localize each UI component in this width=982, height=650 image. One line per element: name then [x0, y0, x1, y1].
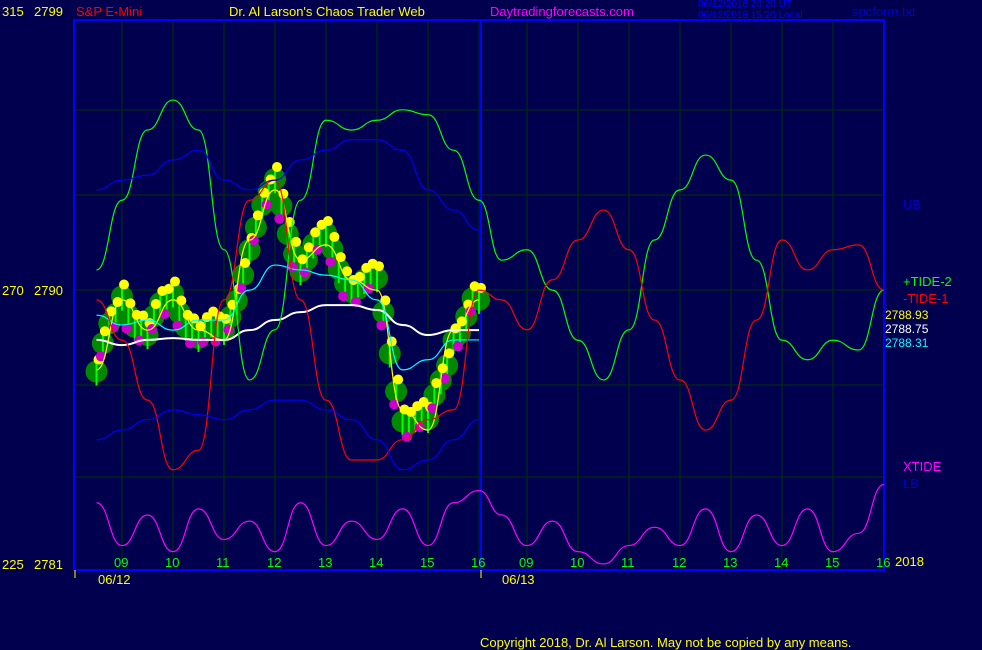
low-dot	[389, 399, 400, 410]
scale-bottom-label: 225	[2, 557, 24, 572]
scale-top-label: 315	[2, 4, 24, 19]
hour-tick-label: 10	[165, 555, 180, 570]
hour-tick-label: 13	[723, 555, 738, 570]
high-dot	[374, 261, 384, 272]
series-line-278831	[96, 264, 479, 371]
high-dot	[195, 320, 206, 331]
high-dot	[393, 374, 404, 385]
tide2-label: +TIDE-2	[903, 274, 952, 289]
low-dot	[236, 283, 247, 294]
high-dot	[125, 298, 136, 309]
high-dot	[310, 227, 321, 238]
series-line-ub	[96, 139, 480, 231]
hour-tick-label: 15	[825, 555, 840, 570]
series-line-tide1	[96, 179, 885, 471]
low-dot	[274, 213, 285, 224]
file-label: spcform.txt	[852, 4, 916, 19]
site-link[interactable]: Daytradingforecasts.com	[490, 4, 634, 19]
low-dot	[121, 323, 132, 334]
chart-frame	[73, 19, 885, 571]
high-dot	[150, 299, 161, 310]
hour-tick-label: 14	[369, 555, 384, 570]
low-dot	[427, 403, 438, 414]
hour-tick-label: 13	[318, 555, 333, 570]
last-cyan-ma-label: 2788.31	[885, 336, 929, 350]
low-dot	[95, 351, 106, 362]
high-dot	[431, 378, 442, 389]
low-dot	[338, 291, 349, 302]
series-line-278875	[96, 304, 479, 347]
hour-tick-label: 12	[672, 555, 687, 570]
high-dot	[112, 297, 123, 308]
high-dot	[240, 258, 251, 269]
low-dot	[223, 324, 234, 335]
xtide-label: XTIDE	[903, 459, 942, 474]
year-label: 2018	[895, 554, 924, 569]
high-dot	[221, 313, 231, 324]
hour-tick-label: 12	[267, 555, 282, 570]
low-dot	[197, 337, 208, 348]
time-ut: 06/12/2018 20:20 UT	[698, 0, 792, 10]
high-dot	[405, 406, 416, 417]
price-top-label: 2799	[34, 4, 63, 19]
low-dot	[376, 320, 387, 331]
high-dot	[354, 271, 365, 282]
high-dot	[176, 295, 187, 306]
chart-title: Dr. Al Larson's Chaos Trader Web	[229, 4, 425, 19]
series-line-lb	[96, 399, 480, 471]
last-white-ma-label: 2788.75	[885, 322, 929, 336]
low-dot	[248, 235, 259, 246]
low-dot	[185, 338, 196, 349]
high-dot	[291, 236, 302, 247]
low-dot	[452, 341, 463, 352]
high-dot	[163, 284, 174, 295]
price-mid-label: 2790	[34, 283, 63, 298]
high-dot	[170, 276, 180, 287]
hour-tick-label: 16	[876, 555, 891, 570]
hour-tick-label: 09	[519, 555, 534, 570]
date-label-2: 06/13	[502, 572, 535, 587]
high-dot	[252, 210, 263, 221]
high-dot	[323, 216, 333, 227]
hour-tick-label: 14	[774, 555, 789, 570]
low-dot	[440, 373, 451, 384]
series-line-xtide	[96, 483, 885, 565]
low-dot	[172, 320, 183, 331]
scale-mid-label: 270	[2, 283, 24, 298]
hour-tick-label: 10	[570, 555, 585, 570]
last-close-label: 2788.93	[885, 308, 929, 322]
lb-label: LB	[903, 476, 919, 491]
high-dot	[138, 310, 149, 321]
price-bottom-label: 2781	[34, 557, 63, 572]
copyright: Copyright 2018, Dr. Al Larson. May not b…	[480, 635, 852, 650]
tide1-label: -TIDE-1	[903, 291, 949, 306]
high-dot	[444, 348, 455, 359]
low-dot	[312, 244, 323, 255]
hour-tick-label: 09	[114, 555, 129, 570]
high-dot	[342, 266, 353, 277]
hour-tick-label: 11	[216, 555, 230, 570]
ub-label: UB	[903, 197, 922, 212]
high-dot	[99, 326, 110, 337]
low-dot	[414, 422, 425, 433]
low-dot	[299, 267, 310, 278]
high-dot	[119, 279, 129, 290]
hour-tick-label: 16	[471, 555, 486, 570]
low-dot	[325, 256, 336, 267]
hour-tick-label: 11	[621, 555, 635, 570]
series-line-close	[96, 189, 480, 431]
instrument-label: S&P E-Mini	[76, 4, 143, 19]
low-dot	[287, 261, 298, 272]
date-label-1: 06/12	[98, 572, 131, 587]
high-dot	[303, 242, 314, 253]
series-line-tide2	[96, 99, 885, 381]
time-local: 06/12/2018 15:20 Local	[698, 10, 803, 21]
hour-tick-label: 15	[420, 555, 435, 570]
high-dot	[272, 162, 282, 173]
high-dot	[329, 231, 340, 242]
